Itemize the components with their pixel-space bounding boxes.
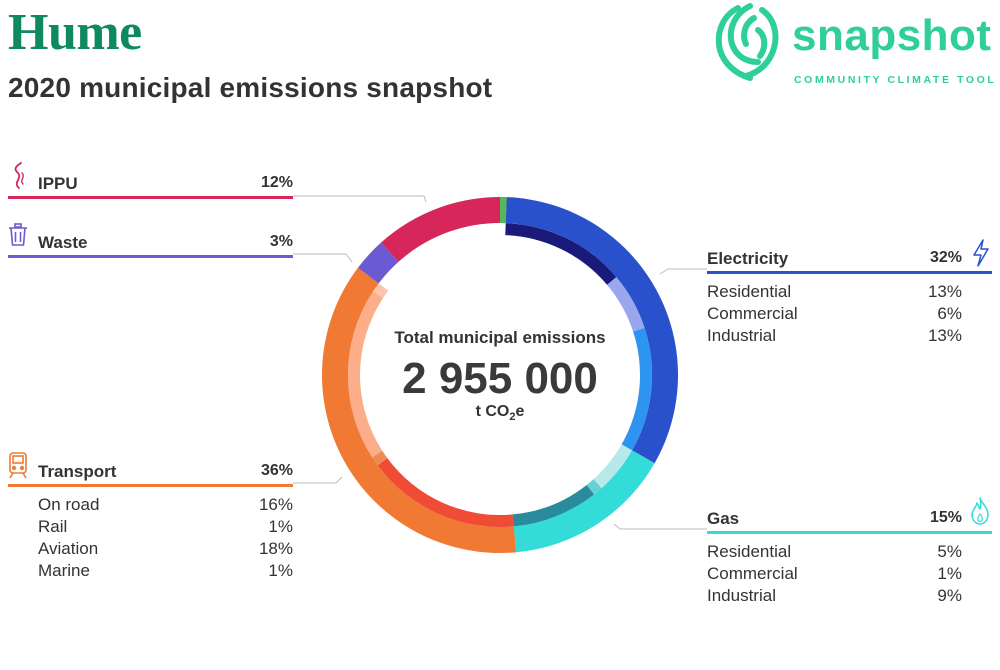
subsector-percent: 1% — [268, 561, 293, 580]
subsector-name: Rail — [38, 517, 68, 536]
subsector-name: Marine — [38, 561, 90, 580]
region-title: Hume — [8, 4, 142, 61]
subsector-slice-electricity-industrial — [621, 327, 652, 451]
sector-transport: Transport 36% On road 16% Rail 1% Aviation… — [8, 452, 293, 581]
subsector-row: Commercial 1% — [707, 562, 962, 584]
sector-slice-gas — [513, 450, 655, 553]
subsector-name: Aviation — [38, 539, 99, 558]
subsector-name: Industrial — [707, 586, 776, 605]
subsector-percent: 13% — [927, 282, 962, 301]
sector-percent: 36% — [260, 462, 293, 479]
subsector-percent: 16% — [258, 495, 293, 514]
subsector-row: Marine 1% — [8, 559, 293, 581]
subsector-name: Residential — [707, 542, 792, 561]
sector-percent: 32% — [929, 249, 962, 266]
subsector-percent: 1% — [937, 564, 962, 583]
subsector-percent: 13% — [927, 326, 962, 345]
sector-name: Electricity — [707, 249, 789, 268]
subsector-slice-gas-industrial — [512, 484, 595, 527]
subsector-slice-electricity-commercial — [607, 277, 645, 332]
sector-ippu: IPPU 12% — [8, 162, 293, 199]
sector-slice-ippu — [381, 197, 507, 262]
subsector-ring — [347, 223, 652, 527]
ring-start-marker — [500, 197, 507, 224]
subsector-row: Residential 5% — [707, 540, 962, 562]
subsector-percent: 6% — [937, 304, 962, 323]
subsector-row: Commercial 6% — [707, 302, 962, 324]
subsector-row: On road 16% — [8, 493, 293, 515]
trash-icon — [9, 223, 27, 246]
leader-electricity — [659, 268, 707, 275]
subsector-percent: 5% — [937, 542, 962, 561]
leader-waste — [293, 253, 353, 263]
unit-subscript: 2 — [509, 411, 516, 424]
subsector-slice-gas-commercial — [586, 479, 602, 495]
subsector-name: Industrial — [707, 326, 776, 345]
snapshot-swirl-logo-icon — [715, 3, 779, 81]
sector-underline — [707, 271, 992, 274]
logo-tagline: COMMUNITY CLIMATE TOOL — [794, 74, 997, 86]
subsector-name: Commercial — [707, 564, 798, 583]
subsector-row: Rail 1% — [8, 515, 293, 537]
subsector-percent: 9% — [937, 586, 962, 605]
sector-name: Transport — [38, 462, 117, 481]
subsector-slice-transport-rail — [372, 450, 388, 466]
leader-lines — [293, 195, 707, 530]
snapshot-logo: snapshot COMMUNITY CLIMATE TOOL — [712, 0, 1000, 90]
sector-underline — [8, 484, 293, 487]
sector-ring — [321, 197, 678, 553]
sector-slice-electricity — [505, 197, 678, 464]
subsector-slice-transport-aviation — [347, 291, 384, 458]
sector-underline — [707, 531, 992, 534]
total-unit: t CO2e — [360, 403, 640, 423]
flame-icon — [971, 497, 989, 525]
sector-percent: 15% — [929, 509, 962, 526]
train-icon — [9, 452, 27, 479]
unit-suffix: e — [515, 403, 525, 420]
unit-prefix: t CO — [475, 403, 510, 420]
sector-name: IPPU — [38, 174, 78, 193]
subsector-row: Industrial 13% — [707, 324, 962, 346]
sector-underline — [8, 255, 293, 258]
sector-name: Waste — [38, 233, 88, 252]
sector-percent: 12% — [260, 174, 293, 191]
sector-percent: 3% — [269, 233, 293, 250]
leader-transport — [293, 476, 343, 484]
smoke-icon — [14, 162, 24, 189]
subsector-slice-gas-residential — [593, 444, 633, 489]
subsector-name: On road — [38, 495, 100, 514]
sector-name: Gas — [707, 509, 740, 528]
subsector-name: Residential — [707, 282, 792, 301]
lightning-icon — [973, 239, 989, 267]
subsector-row: Residential 13% — [707, 280, 962, 302]
subsector-slice-transport-on-road — [377, 458, 514, 527]
total-value: 2 955 000 — [402, 354, 598, 403]
subsector-name: Commercial — [707, 304, 798, 323]
leader-gas — [613, 523, 707, 530]
subsector-row: Industrial 9% — [707, 584, 962, 606]
total-label: Total municipal emissions — [394, 328, 606, 347]
sector-underline — [8, 196, 293, 199]
leader-ippu — [293, 195, 427, 203]
logo-wordmark: snapshot — [792, 11, 992, 60]
sector-slice-transport — [321, 267, 517, 553]
page-subtitle: 2020 municipal emissions snapshot — [8, 72, 493, 103]
subsector-row: Aviation 18% — [8, 537, 293, 559]
subsector-slice-transport-marine — [373, 283, 389, 298]
sector-gas: Gas 15% Residential 5% Commercial 1% Indus… — [707, 497, 992, 606]
subsector-slice-electricity-residential — [505, 223, 617, 285]
subsector-percent: 18% — [258, 539, 293, 558]
sector-electricity: Electricity 32% Residential 13% Commercia… — [707, 239, 992, 346]
sector-waste: Waste 3% — [8, 223, 293, 258]
subsector-percent: 1% — [268, 517, 293, 536]
sector-slice-waste — [357, 242, 399, 284]
